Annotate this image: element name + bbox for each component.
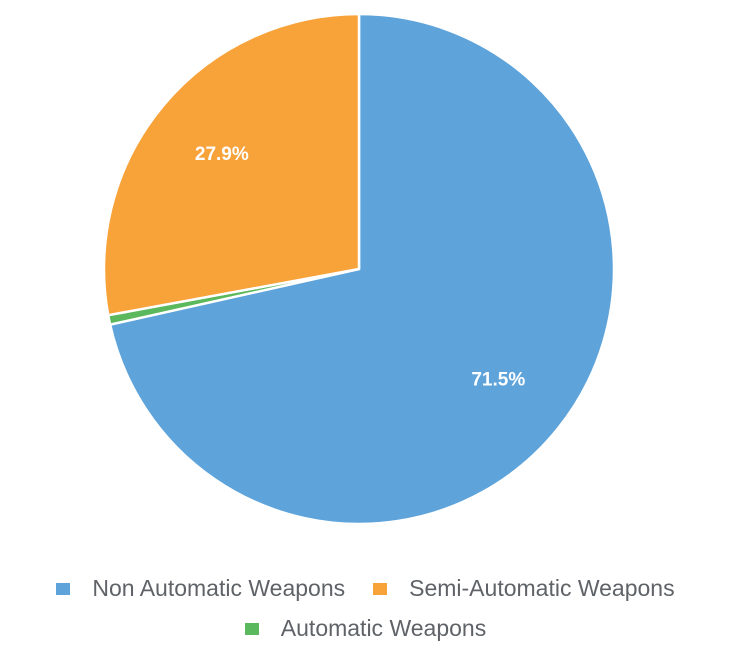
pie-slice-semi-automatic-weapons[interactable] — [102, 12, 361, 317]
legend-item-non-automatic-weapons[interactable]: Non Automatic Weapons — [56, 575, 345, 602]
chart-legend: Non Automatic Weapons Semi-Automatic Wea… — [0, 568, 731, 648]
legend-item-automatic-weapons[interactable]: Automatic Weapons — [244, 614, 487, 642]
pie-slice-label-semi-automatic-weapons: 27.9% — [195, 144, 249, 165]
pie-slice-label-non-automatic-weapons: 71.5% — [471, 370, 525, 391]
legend-swatch-non-automatic-weapons — [56, 581, 71, 595]
legend-item-semi-automatic-weapons[interactable]: Semi-Automatic Weapons — [373, 574, 675, 602]
pie-slice-labels: 71.5% 27.9% — [195, 144, 525, 391]
legend-swatch-automatic-weapons — [244, 621, 259, 635]
pie-slices — [102, 12, 616, 526]
legend-swatch-semi-automatic-weapons — [373, 581, 388, 595]
legend-row-1: Non Automatic Weapons Semi-Automatic Wea… — [0, 568, 731, 608]
legend-label-non-automatic-weapons: Non Automatic Weapons — [92, 574, 346, 601]
pie-slice-non-automatic-weapons[interactable] — [108, 12, 616, 526]
pie-chart: 71.5% 27.9% — [102, 12, 616, 526]
legend-row-2: Automatic Weapons — [0, 608, 731, 648]
legend-label-automatic-weapons: Automatic Weapons — [280, 614, 487, 641]
legend-label-semi-automatic-weapons: Semi-Automatic Weapons — [409, 574, 675, 601]
